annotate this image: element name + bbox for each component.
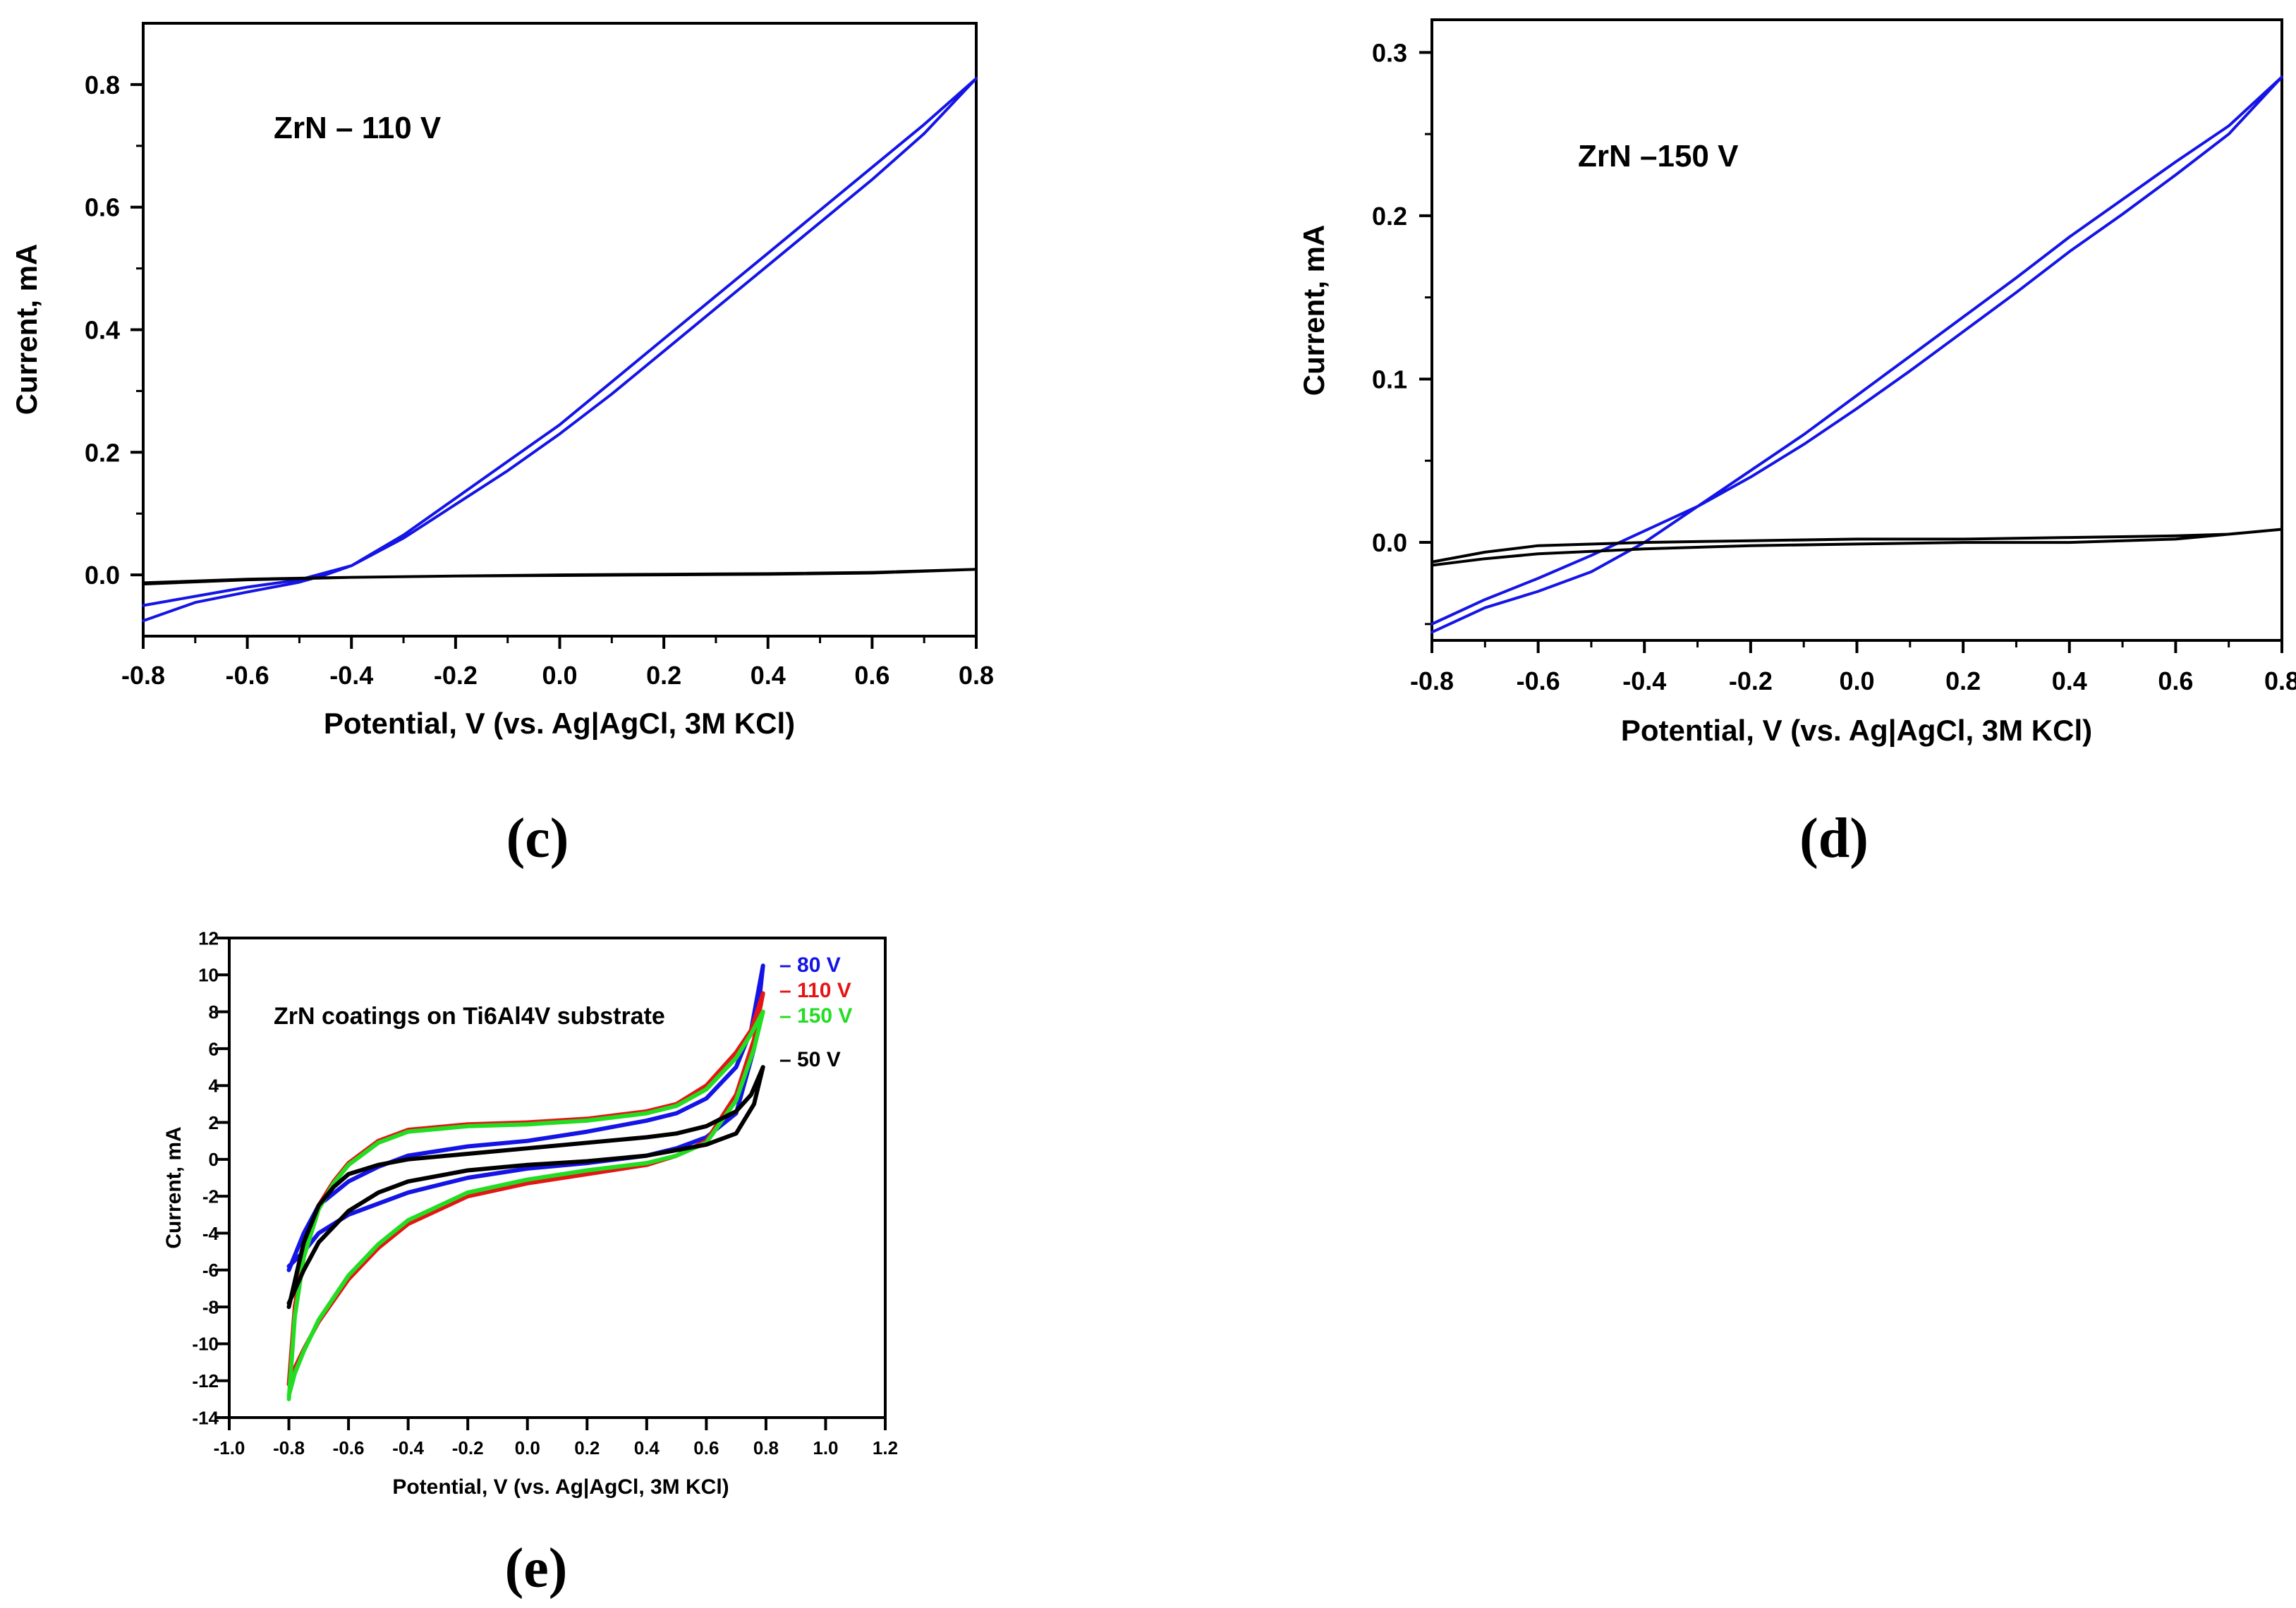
- x-tick-label: 0.8: [2264, 666, 2296, 695]
- x-tick-label: 0.6: [854, 661, 889, 690]
- panel-label: (e): [505, 1537, 568, 1600]
- y-tick-label: -4: [202, 1223, 219, 1244]
- chart-panel-d: -0.8 -0.6 -0.4 -0.2 0.0 0.2 0.4 0.6 0.8 0.0 0.1 0.2…: [1297, 18, 2296, 870]
- plot-frame: [142, 22, 978, 638]
- series-line-3: [286, 1065, 765, 1310]
- x-axis-title: Potential, V (vs. Ag|AgCl, 3M KCl): [324, 707, 795, 741]
- y-tick-label: 0: [209, 1149, 219, 1170]
- y-tick-label: 2: [209, 1112, 219, 1133]
- y-tick-label: 0.0: [85, 561, 120, 590]
- x-tick-label: 0.6: [693, 1437, 719, 1458]
- legend-entry: – 110 V: [779, 979, 851, 1002]
- y-tick-label: 0.3: [1372, 38, 1407, 67]
- y-tick-label: 0.2: [1372, 202, 1407, 231]
- plot-annotation: ZrN –150 V: [1578, 139, 1739, 173]
- x-tick-label: 0.4: [2052, 666, 2087, 695]
- x-tick-label: 0.0: [515, 1437, 540, 1458]
- legend-entry: – 80 V: [779, 954, 841, 977]
- y-tick-label: 10: [198, 965, 219, 986]
- x-tick-label: 1.0: [813, 1437, 838, 1458]
- y-tick-label: 0.2: [85, 438, 120, 467]
- chart-panel-c: -0.8 -0.6 -0.4 -0.2 0.0 0.2 0.4 0.6 0.8 0.0 0.2 0.4…: [10, 22, 994, 870]
- panel-label: (d): [1799, 808, 1869, 870]
- x-tick-label: -0.8: [1410, 666, 1454, 695]
- plot-annotation: ZrN coatings on Ti6Al4V substrate: [274, 1003, 665, 1030]
- x-tick-label: 0.4: [751, 661, 786, 690]
- y-tick-label: -2: [202, 1186, 219, 1207]
- chart-panel-e: -1.0 -0.8 -0.6 -0.4 -0.2 0.0 0.2 0.4 0.6 0.8 1.0 1.…: [162, 927, 898, 1600]
- x-tick-label: 0.4: [634, 1437, 660, 1458]
- y-tick-label: 0.6: [85, 193, 120, 222]
- legend-entry: – 50 V: [779, 1048, 841, 1071]
- x-tick-label: -0.8: [273, 1437, 305, 1458]
- x-tick-label: 0.2: [646, 661, 681, 690]
- x-tick-label: -0.2: [434, 661, 478, 690]
- x-tick-label: -0.6: [1517, 666, 1560, 695]
- series-line-1: [1431, 528, 2283, 567]
- plot-frame: [1431, 18, 2283, 642]
- legend-entry: – 150 V: [779, 1004, 852, 1028]
- x-axis-title: Potential, V (vs. Ag|AgCl, 3M KCl): [392, 1475, 729, 1499]
- x-tick-label: 0.8: [959, 661, 994, 690]
- x-tick-label: 0.0: [1839, 666, 1874, 695]
- x-tick-label: -0.8: [121, 661, 165, 690]
- y-tick-label: -14: [192, 1407, 219, 1428]
- y-axis-title: Current, mA: [10, 244, 43, 415]
- x-tick-label: -0.6: [333, 1437, 365, 1458]
- series-line-1: [286, 991, 765, 1387]
- y-tick-label: 8: [209, 1001, 219, 1023]
- y-tick-label: 0.4: [85, 315, 120, 344]
- y-tick-label: 6: [209, 1038, 219, 1059]
- y-tick-label: 0.8: [85, 71, 120, 99]
- plot-frame: [228, 937, 887, 1419]
- x-tick-label: -0.2: [1729, 666, 1773, 695]
- x-tick-label: -0.4: [392, 1437, 424, 1458]
- x-tick-label: 0.2: [574, 1437, 600, 1458]
- x-tick-label: 0.8: [753, 1437, 779, 1458]
- x-axis-title: Potential, V (vs. Ag|AgCl, 3M KCl): [1621, 714, 2092, 748]
- x-tick-label: 0.6: [2158, 666, 2193, 695]
- panel-label: (c): [506, 808, 569, 870]
- y-tick-label: 12: [198, 927, 219, 949]
- series-line-0: [1431, 75, 2283, 634]
- series-line-2: [286, 1009, 765, 1401]
- y-axis-title: Current, mA: [1297, 225, 1330, 396]
- y-tick-label: -10: [192, 1334, 219, 1355]
- x-tick-label: 0.2: [1945, 666, 1981, 695]
- x-tick-label: -0.4: [329, 661, 373, 690]
- y-tick-label: 4: [209, 1076, 219, 1097]
- y-tick-label: -6: [202, 1260, 219, 1281]
- y-tick-label: 0.0: [1372, 528, 1407, 557]
- series-line-0: [142, 77, 978, 623]
- y-axis-title: Current, mA: [162, 1126, 186, 1248]
- y-tick-label: -8: [202, 1296, 219, 1317]
- plot-annotation: ZrN – 110 V: [274, 111, 442, 145]
- y-tick-label: -12: [192, 1370, 219, 1391]
- x-tick-label: -0.2: [452, 1437, 484, 1458]
- y-tick-label: 0.1: [1372, 365, 1407, 394]
- x-tick-label: 1.2: [873, 1437, 898, 1458]
- series-line-1: [142, 568, 978, 586]
- x-tick-label: -0.6: [226, 661, 269, 690]
- x-tick-label: -1.0: [214, 1437, 245, 1458]
- x-tick-label: -0.4: [1622, 666, 1666, 695]
- x-tick-label: 0.0: [542, 661, 577, 690]
